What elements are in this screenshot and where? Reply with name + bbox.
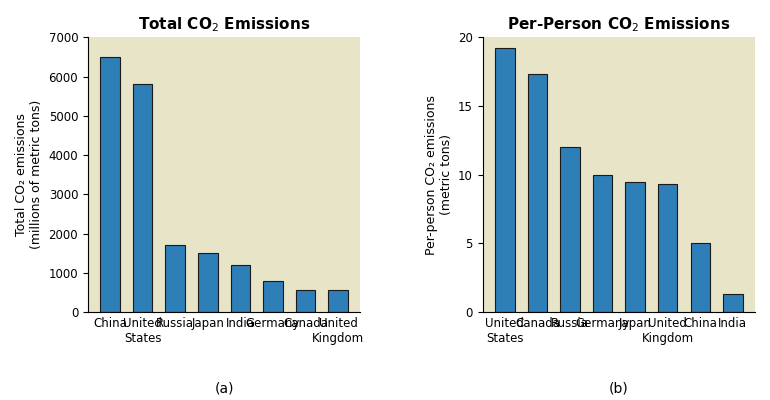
Y-axis label: Total CO₂ emissions
(millions of metric tons): Total CO₂ emissions (millions of metric … — [15, 100, 43, 249]
Text: (b): (b) — [609, 382, 629, 396]
Bar — [198, 253, 218, 312]
Bar — [625, 182, 645, 312]
Bar — [230, 265, 250, 312]
Bar — [296, 290, 315, 312]
Title: Total CO$_2$ Emissions: Total CO$_2$ Emissions — [138, 15, 310, 34]
Bar — [658, 184, 678, 312]
Title: Per-Person CO$_2$ Emissions: Per-Person CO$_2$ Emissions — [507, 15, 731, 34]
Bar — [691, 243, 710, 312]
Bar — [723, 294, 742, 312]
Y-axis label: Per-person CO₂ emissions
(metric tons): Per-person CO₂ emissions (metric tons) — [424, 95, 453, 255]
Bar — [495, 48, 514, 312]
Bar — [263, 281, 283, 312]
Bar — [133, 84, 152, 312]
Bar — [561, 147, 580, 312]
Bar — [527, 74, 547, 312]
Bar — [100, 57, 120, 312]
Text: (a): (a) — [214, 382, 234, 396]
Bar — [593, 175, 612, 312]
Bar — [328, 290, 348, 312]
Bar — [166, 245, 185, 312]
